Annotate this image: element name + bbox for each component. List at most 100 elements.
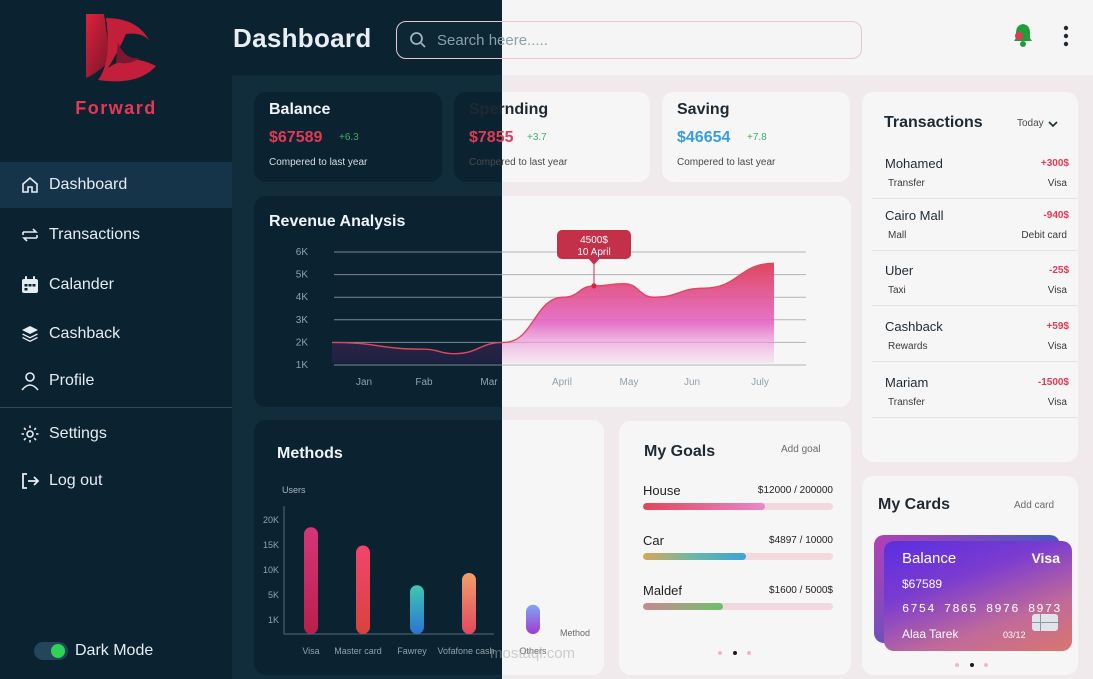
transaction-name: Cashback bbox=[885, 319, 943, 334]
pager-dot[interactable] bbox=[747, 651, 751, 655]
transaction-amount: -940$ bbox=[1043, 210, 1069, 221]
user-icon bbox=[21, 372, 39, 391]
search-bar[interactable] bbox=[396, 21, 862, 59]
pager-dot[interactable] bbox=[955, 663, 959, 667]
x-tick-label: Fab bbox=[415, 377, 433, 388]
sidebar-item-cashback[interactable]: Cashback bbox=[0, 311, 232, 357]
transaction-name: Cairo Mall bbox=[885, 208, 944, 223]
revenue-chart: 6K 5K 4K 3K 2K 1K Jan Fab Mar April May Jun July 4500… bbox=[296, 230, 806, 388]
credit-card[interactable]: Balance Visa $67589 6754 7865 8976 8973 … bbox=[884, 541, 1072, 651]
x-axis-label: Method bbox=[560, 628, 590, 638]
transaction-method: Visa bbox=[1047, 178, 1067, 189]
pager-dot[interactable] bbox=[984, 663, 988, 667]
sidebar-item-label: Calander bbox=[49, 276, 114, 293]
highlight-point bbox=[591, 283, 597, 289]
sidebar: Forward Dashboard Transactions Calander … bbox=[0, 0, 232, 679]
stat-title: Balance bbox=[269, 101, 331, 118]
tooltip-value: 4500$ bbox=[580, 235, 608, 246]
pager-dot-active[interactable] bbox=[733, 651, 737, 655]
swap-icon bbox=[22, 228, 38, 242]
x-tick-label: Vofafone cash bbox=[437, 646, 494, 656]
stat-caption: Compered to last year bbox=[269, 157, 368, 168]
x-tick-label: Fawrey bbox=[397, 646, 427, 656]
x-tick-label: Mar bbox=[480, 377, 498, 388]
goal-progress-fill bbox=[643, 553, 746, 560]
stat-delta: +6.3 bbox=[339, 132, 359, 143]
transaction-type: Taxi bbox=[888, 285, 906, 296]
add-card-button[interactable]: Add card bbox=[1014, 500, 1055, 511]
revenue-line bbox=[331, 262, 775, 355]
y-tick-label: 1K bbox=[296, 360, 309, 371]
goal-name: Car bbox=[643, 533, 664, 548]
x-tick-label: Master card bbox=[334, 646, 382, 656]
goal-progress-fill bbox=[643, 603, 723, 610]
sidebar-item-dashboard[interactable]: Dashboard bbox=[0, 162, 232, 208]
dark-mode-toggle[interactable]: Dark Mode bbox=[34, 642, 153, 660]
sidebar-item-profile[interactable]: Profile bbox=[0, 358, 232, 404]
methods-title: Methods bbox=[277, 445, 343, 462]
stat-card-spending[interactable]: Spernding $7855 +3.7 Compered to last ye… bbox=[454, 92, 650, 182]
transaction-type: Transfer bbox=[888, 178, 925, 189]
stat-delta: +3.7 bbox=[527, 132, 547, 143]
stat-delta: +7.8 bbox=[747, 132, 767, 143]
search-input[interactable] bbox=[437, 31, 737, 49]
sidebar-item-settings[interactable]: Settings bbox=[0, 411, 232, 457]
transaction-method: Visa bbox=[1047, 341, 1067, 352]
transaction-row[interactable]: Mohamed Transfer +300$ Visa bbox=[872, 147, 1077, 199]
bell-icon[interactable] bbox=[1012, 22, 1034, 48]
transaction-method: Visa bbox=[1047, 397, 1067, 408]
y-tick-label: 4K bbox=[296, 292, 309, 303]
sidebar-item-transactions[interactable]: Transactions bbox=[0, 212, 232, 258]
card-expiry: 03/12 bbox=[1003, 630, 1026, 640]
transaction-row[interactable]: Mariam Transfer -1500$ Visa bbox=[872, 366, 1077, 418]
logout-icon bbox=[22, 473, 40, 489]
stat-value: $46654 bbox=[677, 129, 731, 146]
sidebar-item-label: Dashboard bbox=[49, 176, 128, 193]
transaction-amount: +300$ bbox=[1040, 158, 1069, 169]
stat-value: $7855 bbox=[469, 129, 514, 146]
card-number: 6754 7865 8976 8973 bbox=[902, 602, 1062, 616]
sidebar-item-logout[interactable]: Log out bbox=[0, 458, 232, 504]
cards-title: My Cards bbox=[878, 496, 951, 513]
transaction-row[interactable]: Cairo Mall Mall -940$ Debit card bbox=[872, 199, 1077, 251]
more-vertical-icon[interactable] bbox=[1058, 24, 1074, 48]
transaction-name: Mariam bbox=[885, 375, 929, 390]
y-axis-label: Users bbox=[282, 485, 306, 495]
calendar-icon bbox=[22, 276, 38, 293]
sidebar-item-label: Settings bbox=[49, 425, 107, 442]
pager-dot-active[interactable] bbox=[970, 663, 974, 667]
goal-amount: $1600 / 5000$ bbox=[769, 585, 833, 596]
sidebar-item-calendar[interactable]: Calander bbox=[0, 262, 232, 308]
dark-mode-label: Dark Mode bbox=[75, 642, 154, 659]
goal-name: House bbox=[643, 483, 681, 498]
tooltip-box bbox=[557, 230, 631, 259]
stat-card-saving[interactable]: Saving $46654 +7.8 Compered to last year bbox=[662, 92, 850, 182]
page-title: Dashboard bbox=[233, 23, 372, 53]
y-tick-label: 15K bbox=[263, 540, 279, 550]
tooltip-arrow bbox=[588, 258, 600, 265]
stat-card-balance[interactable]: Balance $67589 +6.3 Compered to last yea… bbox=[254, 92, 442, 182]
transaction-method: Debit card bbox=[1021, 230, 1067, 241]
transaction-row[interactable]: Uber Taxi -25$ Visa bbox=[872, 254, 1077, 306]
transaction-name: Mohamed bbox=[885, 156, 943, 171]
transaction-row[interactable]: Cashback Rewards +59$ Visa bbox=[872, 310, 1077, 362]
sidebar-divider bbox=[0, 407, 232, 408]
x-tick-label: Jan bbox=[356, 377, 372, 388]
transaction-method: Visa bbox=[1047, 285, 1067, 296]
transaction-type: Rewards bbox=[888, 341, 928, 352]
methods-card: Methods Users 20K 15K 10K 5K 1K Visa Master car… bbox=[254, 420, 604, 675]
sidebar-item-label: Cashback bbox=[49, 325, 121, 342]
watermark: mostaql.com bbox=[490, 645, 576, 662]
stat-value: $67589 bbox=[269, 129, 323, 146]
sidebar-item-label: Profile bbox=[49, 372, 95, 389]
toggle-switch[interactable] bbox=[34, 642, 68, 660]
card-network: Visa bbox=[1031, 550, 1060, 566]
transactions-filter[interactable]: Today bbox=[1017, 118, 1058, 129]
transaction-amount: -1500$ bbox=[1037, 377, 1069, 388]
revenue-card: Revenue Analysis 6K 5K 4K 3K 2K 1K Jan Fab Mar Ap… bbox=[254, 196, 851, 407]
transaction-type: Transfer bbox=[888, 397, 925, 408]
add-goal-button[interactable]: Add goal bbox=[781, 444, 821, 455]
transaction-amount: -25$ bbox=[1048, 265, 1069, 276]
y-tick-label: 10K bbox=[263, 565, 279, 575]
pager-dot[interactable] bbox=[718, 651, 722, 655]
